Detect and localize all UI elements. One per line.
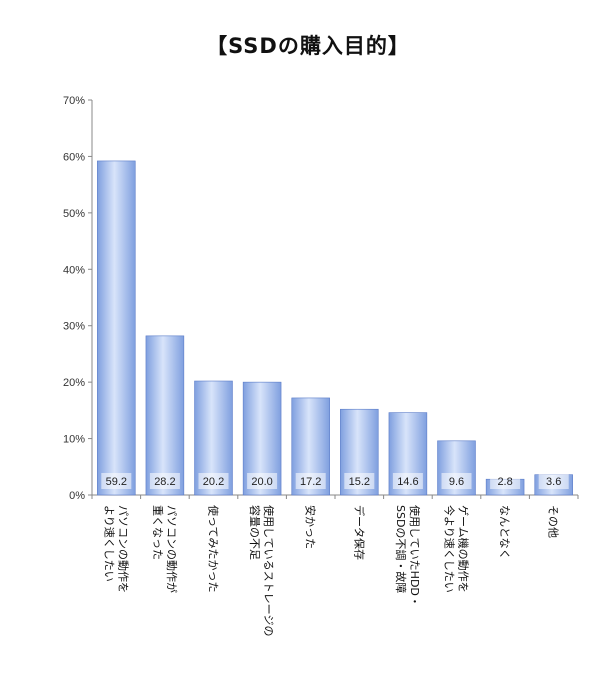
x-category-label: データ保存 xyxy=(352,505,366,560)
x-category-label: ゲーム機の動作を xyxy=(457,505,471,593)
data-label-bg xyxy=(441,473,472,489)
x-category-label: SSDの不調・故障 xyxy=(394,505,408,593)
y-tick-label: 70% xyxy=(63,95,85,107)
bar-layer xyxy=(97,160,573,496)
y-tick-label: 20% xyxy=(63,377,85,389)
y-tick-label: 0% xyxy=(69,490,85,502)
data-label: 20.2 xyxy=(203,476,224,488)
data-label: 28.2 xyxy=(154,476,175,488)
x-category-label: 容量の不足 xyxy=(248,505,262,560)
x-category-label: なんとなく xyxy=(498,505,511,560)
y-tick-label: 50% xyxy=(63,208,85,220)
data-label-bg xyxy=(538,473,569,489)
data-label-bg xyxy=(392,473,423,489)
data-label-bg xyxy=(344,473,375,489)
y-tick-label: 60% xyxy=(63,151,85,163)
y-tick-label: 10% xyxy=(63,434,85,446)
y-tick-label: 40% xyxy=(63,264,85,276)
data-label-bg xyxy=(295,473,326,489)
data-label-bg xyxy=(101,473,132,489)
data-label-bg xyxy=(247,473,278,489)
data-label-bg xyxy=(149,473,180,489)
data-label-bg xyxy=(490,473,521,489)
x-category-label: その他 xyxy=(547,505,560,538)
x-category-label: 今より速くしたい xyxy=(443,505,457,593)
data-label: 9.6 xyxy=(449,476,464,488)
data-label-bg xyxy=(198,473,229,489)
x-category-label: 使ってみたかった xyxy=(207,505,220,592)
x-category-label: より速くしたい xyxy=(102,505,115,582)
data-label: 17.2 xyxy=(300,476,321,488)
chart-title: 【SSDの購入目的】 xyxy=(206,34,410,58)
data-label: 14.6 xyxy=(397,476,418,488)
bar xyxy=(145,335,185,496)
x-category-label: パソコンの動作が xyxy=(165,505,179,593)
x-category-label: 安かった xyxy=(304,505,318,549)
x-category-label: パソコンの動作を xyxy=(116,505,130,593)
data-label: 59.2 xyxy=(106,476,127,488)
x-category-label: 重くなった xyxy=(151,505,165,560)
bar xyxy=(97,160,136,496)
data-label: 15.2 xyxy=(349,476,370,488)
y-tick-label: 30% xyxy=(63,321,85,333)
x-category-label: 使用していたHDD・ xyxy=(408,505,421,607)
data-label: 20.0 xyxy=(251,476,272,488)
x-category-label: 使用しているストレージの xyxy=(262,505,275,636)
data-label: 3.6 xyxy=(546,476,561,488)
data-label: 2.8 xyxy=(497,476,512,488)
